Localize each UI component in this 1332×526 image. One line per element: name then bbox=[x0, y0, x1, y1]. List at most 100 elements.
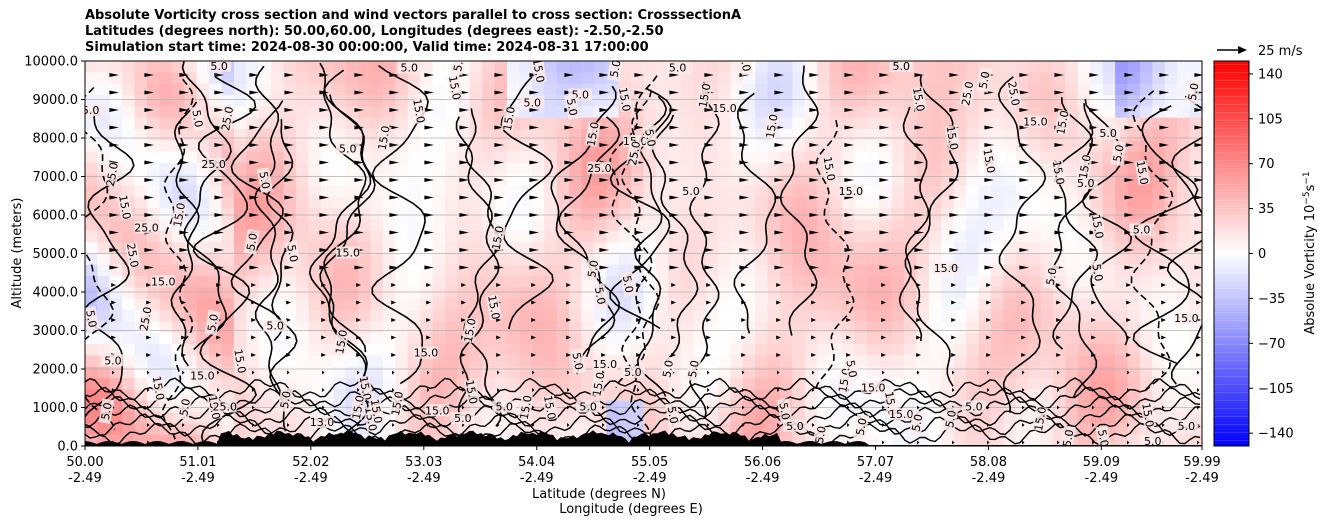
wind-vector bbox=[111, 318, 116, 322]
field-cell bbox=[407, 151, 421, 164]
field-cell bbox=[655, 298, 669, 311]
field-cell bbox=[1003, 321, 1017, 334]
field-cell bbox=[171, 140, 185, 153]
wind-vector bbox=[599, 90, 609, 95]
field-cell bbox=[1177, 287, 1191, 300]
field-cell bbox=[1164, 174, 1178, 187]
field-cell bbox=[345, 83, 359, 96]
field-cell bbox=[432, 162, 446, 175]
field-cell bbox=[1177, 366, 1191, 379]
field-cell bbox=[966, 287, 980, 300]
wind-vector bbox=[949, 108, 959, 112]
contour-label-bg bbox=[564, 94, 581, 120]
field-cell bbox=[1139, 151, 1153, 164]
field-cell bbox=[196, 196, 210, 209]
field-cell bbox=[780, 366, 794, 379]
field-cell bbox=[941, 344, 955, 357]
contour-line bbox=[621, 90, 653, 439]
field-cell bbox=[97, 310, 111, 323]
field-cell bbox=[817, 128, 831, 141]
field-cell bbox=[308, 378, 322, 390]
field-cell bbox=[556, 185, 570, 198]
field-cell bbox=[531, 400, 545, 413]
contour-label-bg bbox=[569, 348, 586, 374]
field-cell bbox=[606, 276, 620, 289]
field-cell bbox=[271, 332, 285, 345]
wind-vector bbox=[984, 230, 994, 235]
field-cell bbox=[320, 106, 334, 119]
wind-vector bbox=[809, 265, 819, 270]
wind-vector bbox=[214, 265, 224, 270]
field-cell bbox=[780, 117, 794, 130]
field-cell bbox=[358, 61, 372, 73]
field-cell bbox=[544, 298, 558, 311]
colorbar-bands bbox=[1214, 61, 1249, 446]
field-cell bbox=[742, 400, 756, 413]
field-cell bbox=[817, 196, 831, 209]
field-cell bbox=[891, 355, 905, 368]
field-cell bbox=[482, 196, 496, 209]
field-cell bbox=[1164, 287, 1178, 300]
wind-vector bbox=[987, 370, 990, 375]
field-cell bbox=[1189, 61, 1202, 73]
field-cell bbox=[333, 400, 347, 413]
wind-vector bbox=[1056, 353, 1061, 357]
wind-vector bbox=[879, 108, 889, 112]
field-cell bbox=[109, 128, 123, 141]
wind-vector bbox=[144, 213, 154, 217]
field-cell bbox=[767, 185, 781, 198]
field-cell bbox=[953, 151, 967, 164]
wind-vector bbox=[1019, 108, 1029, 112]
field-cell bbox=[184, 117, 198, 130]
field-cell bbox=[1053, 264, 1067, 277]
field-cell bbox=[122, 298, 136, 311]
field-cell bbox=[147, 208, 161, 221]
field-cell bbox=[854, 242, 868, 255]
field-cell bbox=[780, 276, 794, 289]
contour-label: 5.0 bbox=[570, 351, 586, 370]
field-cell bbox=[1003, 310, 1017, 323]
field-cell bbox=[904, 185, 918, 198]
field-cell bbox=[1040, 106, 1054, 119]
field-cell bbox=[1077, 298, 1091, 311]
wind-vector bbox=[214, 213, 224, 217]
field-cell bbox=[1127, 196, 1141, 209]
field-cell bbox=[891, 400, 905, 413]
field-cell bbox=[891, 94, 905, 107]
contour-label-bg bbox=[685, 355, 702, 382]
field-cell bbox=[1164, 230, 1178, 243]
wind-vector bbox=[1056, 283, 1061, 287]
wind-vector bbox=[949, 195, 959, 200]
field-cell bbox=[531, 332, 545, 345]
wind-vector bbox=[1126, 300, 1131, 305]
field-cell bbox=[705, 128, 719, 141]
wind-vector bbox=[566, 283, 571, 287]
field-cell bbox=[370, 208, 384, 221]
field-cell bbox=[953, 287, 967, 300]
field-cell bbox=[469, 128, 483, 141]
wind-vector bbox=[669, 143, 679, 147]
field-cell bbox=[295, 185, 309, 198]
contour-label-bg bbox=[389, 390, 406, 417]
field-cell bbox=[556, 230, 570, 243]
field-cell bbox=[829, 242, 843, 255]
field-cell bbox=[494, 423, 508, 436]
field-cell bbox=[109, 242, 123, 255]
wind-vector bbox=[249, 178, 259, 182]
field-cell bbox=[866, 72, 880, 85]
contour-label-bg bbox=[176, 394, 193, 421]
contour-label-bg bbox=[333, 329, 350, 355]
field-cell bbox=[705, 94, 719, 107]
field-cell bbox=[655, 344, 669, 357]
field-cell bbox=[444, 208, 458, 221]
field-cell bbox=[606, 106, 620, 119]
contour-label: 5.0 bbox=[1095, 428, 1111, 447]
field-cell bbox=[382, 298, 396, 311]
field-cell bbox=[978, 344, 992, 357]
field-cell bbox=[680, 106, 694, 119]
field-cell bbox=[258, 219, 272, 232]
field-cell bbox=[866, 128, 880, 141]
field-cell bbox=[879, 83, 893, 96]
field-cell bbox=[395, 242, 409, 255]
field-cell bbox=[1189, 378, 1202, 390]
